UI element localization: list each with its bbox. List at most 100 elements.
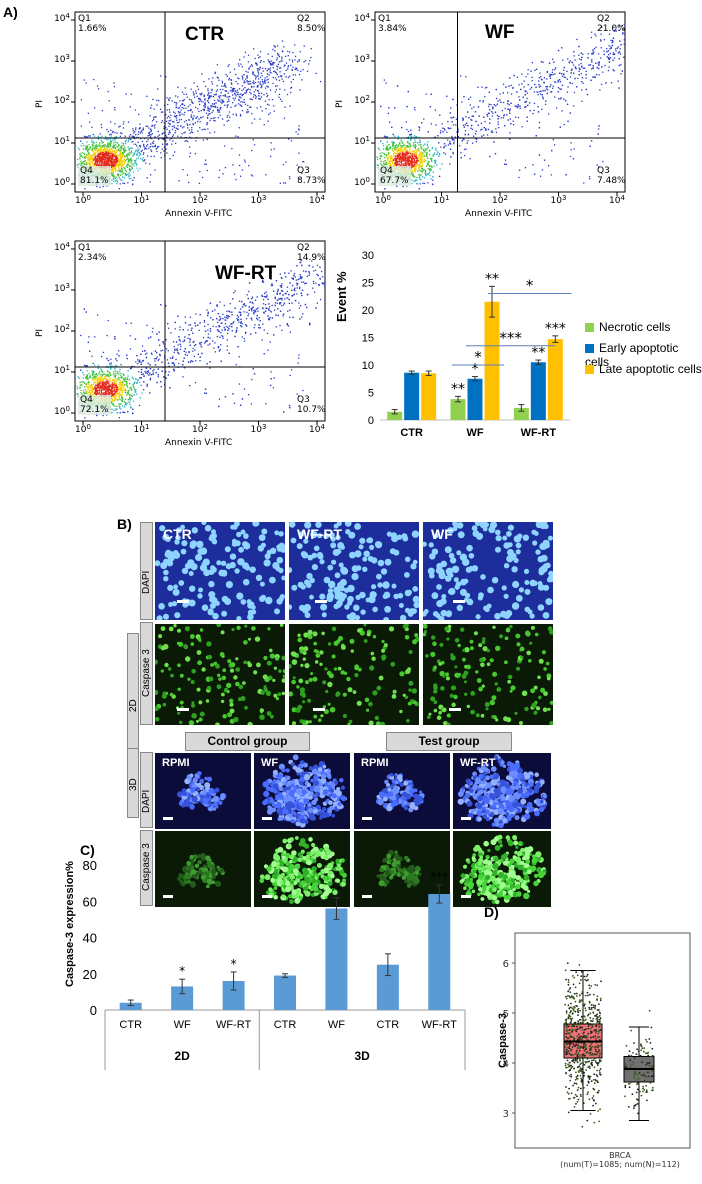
panel-label-b: B) — [117, 516, 132, 532]
flow-event-dot — [509, 139, 510, 140]
flow-event-dot — [441, 164, 442, 165]
flow-event-dot — [506, 164, 507, 165]
flow-event-dot — [553, 139, 554, 140]
flow-event-dot — [610, 40, 611, 41]
flow-event-dot — [271, 149, 272, 150]
flow-event-dot — [420, 170, 421, 171]
flow-event-dot — [214, 120, 215, 121]
flow-event-dot — [121, 171, 122, 172]
flow-event-dot — [437, 135, 438, 136]
flow-event-dot — [537, 106, 538, 107]
flow-event-dot — [419, 130, 420, 131]
flow-event-dot — [128, 146, 129, 147]
flow-event-dot — [184, 112, 185, 113]
flow-event-dot — [400, 140, 401, 141]
flow-event-dot — [248, 88, 249, 89]
flow-event-dot — [591, 61, 592, 62]
flow-event-dot — [114, 132, 115, 133]
flow-event-dot — [183, 114, 184, 115]
flow-event-dot — [472, 143, 473, 144]
flow-event-dot — [204, 110, 205, 111]
flow-event-dot — [496, 98, 497, 99]
flow-event-dot — [102, 158, 103, 159]
flow-event-dot — [460, 75, 461, 76]
flow-event-dot — [187, 97, 188, 98]
flow-event-dot — [171, 144, 172, 145]
flow-event-dot — [384, 154, 385, 155]
flow-event-dot — [427, 163, 428, 164]
flow-event-dot — [152, 146, 153, 147]
flow-event-dot — [416, 154, 417, 155]
flow-event-dot — [468, 99, 469, 100]
flow-event-dot — [242, 78, 243, 79]
flow-event-dot — [308, 63, 309, 64]
flow-event-dot — [265, 77, 266, 78]
flow-event-dot — [130, 158, 131, 159]
flow-event-dot — [579, 68, 580, 69]
flow-event-dot — [260, 77, 261, 78]
flow-event-dot — [446, 132, 447, 133]
flow-event-dot — [453, 117, 454, 118]
flow-event-dot — [503, 92, 504, 93]
flow-event-dot — [432, 180, 433, 181]
flow-event-dot — [428, 146, 429, 147]
flow-event-dot — [573, 65, 574, 66]
flow-event-dot — [268, 82, 269, 83]
flow-event-dot — [424, 183, 425, 184]
flow-event-dot — [246, 76, 247, 77]
flow-event-dot — [407, 162, 408, 163]
flow-event-dot — [265, 88, 266, 89]
flow-event-dot — [120, 147, 121, 148]
flow-event-dot — [277, 69, 278, 70]
flow-event-dot — [111, 164, 112, 165]
flow-event-dot — [395, 156, 396, 157]
flow-event-dot — [427, 156, 428, 157]
flow-event-dot — [212, 103, 213, 104]
flow-event-dot — [240, 115, 241, 116]
flow-event-dot — [115, 180, 116, 181]
flow-event-dot — [408, 136, 409, 137]
flow-event-dot — [471, 125, 472, 126]
q2-label: Q2 — [297, 14, 326, 24]
flow-event-dot — [275, 91, 276, 92]
flow-event-dot — [476, 131, 477, 132]
flow-event-dot — [271, 142, 272, 143]
flow-event-dot — [416, 177, 417, 178]
flow-event-dot — [82, 157, 83, 158]
flow-event-dot — [233, 98, 234, 99]
flow-event-dot — [107, 151, 108, 152]
flow-event-dot — [527, 117, 528, 118]
flow-event-dot — [233, 91, 234, 92]
flow-event-dot — [134, 154, 135, 155]
flow-event-dot — [409, 155, 410, 156]
flow-event-dot — [534, 70, 535, 71]
flow-event-dot — [122, 152, 123, 153]
flow-event-dot — [437, 151, 438, 152]
flow-event-dot — [81, 145, 82, 146]
flow-event-dot — [571, 142, 572, 143]
flow-event-dot — [564, 67, 565, 68]
flow-event-dot — [113, 166, 114, 167]
flow-event-dot — [243, 89, 244, 90]
flow-event-dot — [402, 153, 403, 154]
flow-event-dot — [115, 178, 116, 179]
flow-event-dot — [265, 68, 266, 69]
flow-event-dot — [168, 126, 169, 127]
flow-event-dot — [384, 157, 385, 158]
flow-event-dot — [581, 66, 582, 67]
flow-event-dot — [383, 164, 384, 165]
flow-event-dot — [169, 117, 170, 118]
flow-event-dot — [150, 174, 151, 175]
flow-event-dot — [153, 117, 154, 118]
flow-event-dot — [88, 153, 89, 154]
flow-event-dot — [268, 68, 269, 69]
flow-event-dot — [269, 74, 270, 75]
flow-event-dot — [275, 46, 276, 47]
flow-event-dot — [253, 81, 254, 82]
flow-event-dot — [473, 116, 474, 117]
flow-event-dot — [431, 123, 432, 124]
flow-event-dot — [136, 158, 137, 159]
flow-event-dot — [158, 100, 159, 101]
flow-event-dot — [103, 186, 104, 187]
